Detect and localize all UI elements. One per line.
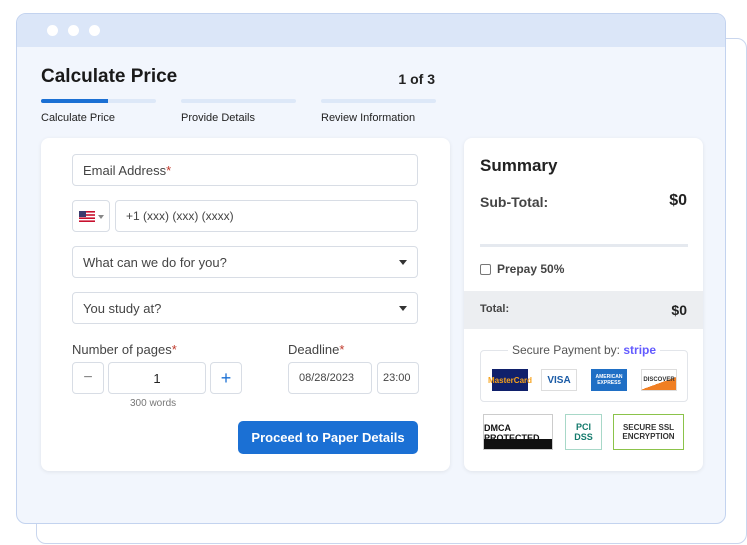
subtotal-label: Sub-Total: — [480, 194, 549, 210]
window-dot-icon — [68, 25, 79, 36]
browser-window: Calculate Price 1 of 3 Calculate Price P… — [16, 13, 726, 524]
phone-field[interactable]: +1 (xxx) (xxx) (xxxx) — [115, 200, 418, 232]
prepay-checkbox[interactable] — [480, 263, 491, 275]
secure-payment-box: Secure Payment by: stripe MasterCard VIS… — [480, 343, 688, 402]
title-bar — [17, 14, 725, 47]
email-field[interactable]: Email Address * — [72, 154, 418, 186]
deadline-label: Deadline* — [288, 342, 345, 357]
step-provide-details[interactable]: Provide Details — [181, 99, 296, 124]
study-placeholder: You study at? — [83, 300, 162, 316]
ssl-secure-badge: SECURE SSL ENCRYPTION — [613, 414, 684, 450]
subtotal-value: $0 — [669, 192, 687, 209]
service-placeholder: What can we do for you? — [83, 254, 227, 270]
window-dot-icon — [47, 25, 58, 36]
step-label: Review Information — [321, 112, 416, 124]
increase-pages-button[interactable]: + — [210, 362, 242, 394]
step-label: Calculate Price — [41, 112, 115, 124]
service-select[interactable]: What can we do for you? — [72, 246, 418, 278]
email-placeholder: Email Address — [83, 162, 167, 178]
step-counter: 1 of 3 — [398, 71, 435, 87]
time-input[interactable]: 23:00 — [377, 362, 419, 394]
prepay-label: Prepay 50% — [497, 262, 565, 276]
step-calculate-price[interactable]: Calculate Price — [41, 99, 156, 124]
prepay-option[interactable]: Prepay 50% — [480, 262, 564, 276]
decrease-pages-button[interactable]: − — [72, 362, 104, 394]
date-input[interactable]: 08/28/2023 — [288, 362, 372, 394]
chevron-down-icon — [399, 260, 407, 269]
words-count: 300 words — [130, 398, 177, 409]
step-review-information[interactable]: Review Information — [321, 99, 436, 124]
total-label: Total: — [480, 303, 510, 315]
phone-placeholder: +1 (xxx) (xxx) (xxxx) — [126, 209, 234, 223]
window-dot-icon — [89, 25, 100, 36]
stripe-logo: stripe — [623, 343, 657, 357]
mastercard-logo: MasterCard — [488, 369, 532, 391]
summary-title: Summary — [480, 156, 558, 175]
secure-payment-label: Secure Payment by: — [511, 343, 621, 357]
chevron-down-icon — [98, 214, 104, 222]
divider — [480, 244, 688, 247]
pages-input[interactable]: 1 — [108, 362, 206, 394]
amex-logo: AMERICAN EXPRESS — [591, 369, 627, 391]
order-form: Email Address * +1 (xxx) (xxx) (xxxx) Wha… — [41, 138, 450, 471]
us-flag-icon — [79, 210, 95, 222]
pages-label: Number of pages* — [72, 342, 177, 357]
visa-logo: VISA — [541, 369, 577, 391]
pci-dss-badge: PCI DSS — [565, 414, 602, 450]
step-label: Provide Details — [181, 112, 255, 124]
summary-panel: Summary Sub-Total: $0 Prepay 50% Total: … — [464, 138, 703, 471]
country-select[interactable] — [72, 200, 110, 232]
page-title: Calculate Price — [41, 66, 178, 87]
step-progress — [41, 99, 108, 103]
study-select[interactable]: You study at? — [72, 292, 418, 324]
dmca-badge: DMCA PROTECTED — [483, 414, 553, 450]
chevron-down-icon — [399, 306, 407, 315]
stepper: Calculate Price Provide Details Review I… — [41, 99, 436, 124]
discover-logo: DISCOVER — [641, 369, 677, 391]
total-value: $0 — [671, 302, 687, 318]
total-row: Total: $0 — [464, 291, 703, 329]
required-mark: * — [166, 162, 172, 178]
proceed-button[interactable]: Proceed to Paper Details — [238, 421, 418, 454]
